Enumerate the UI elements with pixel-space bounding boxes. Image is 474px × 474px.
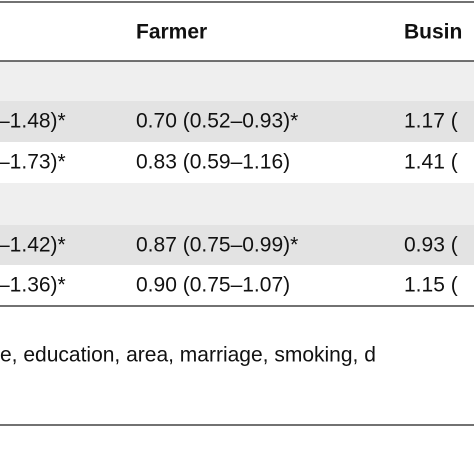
table-cell: 1.17 (	[404, 110, 458, 133]
table-cell: 1.41 (	[404, 151, 458, 174]
table-cell: 0.93 (	[404, 234, 458, 257]
table-cell: 0.83 (0.59–1.16)	[136, 151, 290, 174]
footnote: e, education, area, marriage, smoking, d	[0, 344, 376, 367]
table-cell: 1.15 (	[404, 274, 458, 297]
section-row	[0, 61, 474, 101]
row-shade	[0, 225, 474, 265]
table-cell: –1.36)*	[0, 274, 66, 297]
table-body: –1.48)* 0.70 (0.52–0.93)* 1.17 ( –1.73)* 0.8…	[0, 110, 458, 297]
table-cell: –1.42)*	[0, 234, 66, 257]
table-cell: 0.70 (0.52–0.93)*	[136, 110, 298, 133]
table-cell: –1.73)*	[0, 151, 66, 174]
section-row	[0, 183, 474, 225]
table-cell: 0.87 (0.75–0.99)*	[136, 234, 298, 257]
row-shade	[0, 101, 474, 142]
table-cell: 0.90 (0.75–1.07)	[136, 274, 290, 297]
column-header: Busin	[404, 21, 462, 44]
column-header: Farmer	[136, 21, 207, 44]
table-cell: –1.48)*	[0, 110, 66, 133]
